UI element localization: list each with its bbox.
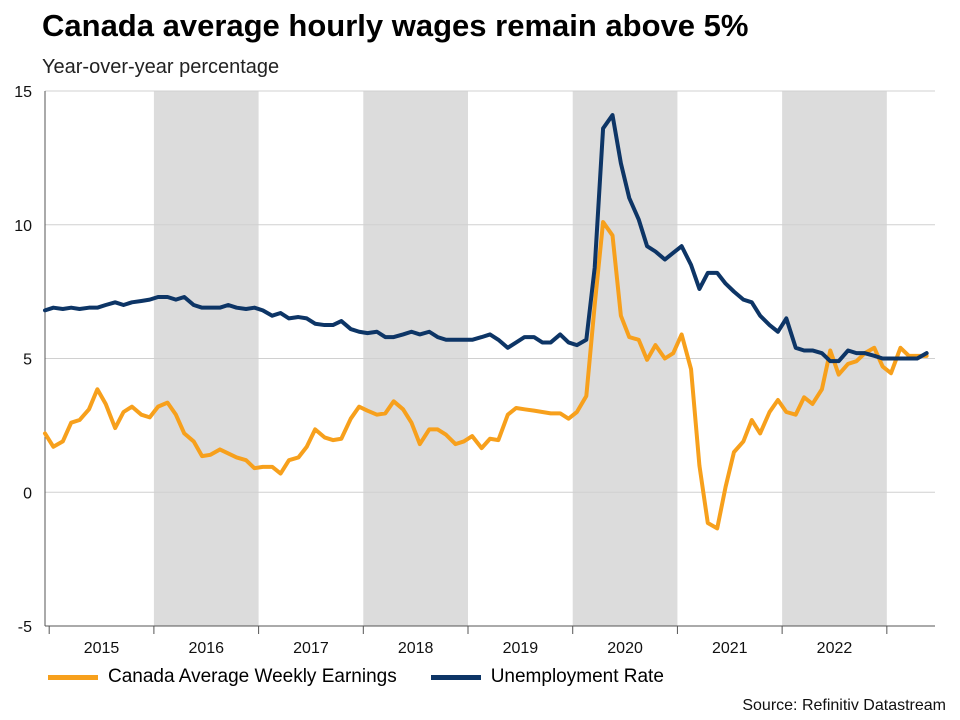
x-tick-label: 2018 [398,640,434,657]
source-note: Source: Refinitiv Datastream [742,697,946,714]
legend-item-unemployment: Unemployment Rate [430,666,664,688]
legend-label-unemployment: Unemployment Rate [490,666,664,687]
series-line-unemployment [43,113,929,364]
x-tick-label: 2015 [84,640,120,657]
y-tick-label: 10 [14,218,32,235]
y-tick-label: 5 [23,352,32,369]
x-tick-label: 2022 [817,640,853,657]
chart-subtitle: Year-over-year percentage [42,56,280,78]
series-line-earnings [43,220,929,531]
x-tick-label: 2016 [188,640,224,657]
legend-label-earnings: Canada Average Weekly Earnings [108,666,397,687]
x-tick-label: 2020 [607,640,643,657]
legend-item-earnings: Canada Average Weekly Earnings [48,666,397,688]
x-tick-label: 2017 [293,640,329,657]
legend-swatch-unemployment [430,674,481,680]
y-tick-label: 15 [14,84,32,101]
legend-swatch-earnings [48,674,98,680]
chart-legend: Canada Average Weekly Earnings Unemploym… [48,666,698,688]
x-tick-label: 2021 [712,640,748,657]
y-tick-label: -5 [18,619,32,636]
y-tick-label: 0 [23,485,32,502]
chart-title: Canada average hourly wages remain above… [42,8,749,43]
x-tick-label: 2019 [503,640,539,657]
